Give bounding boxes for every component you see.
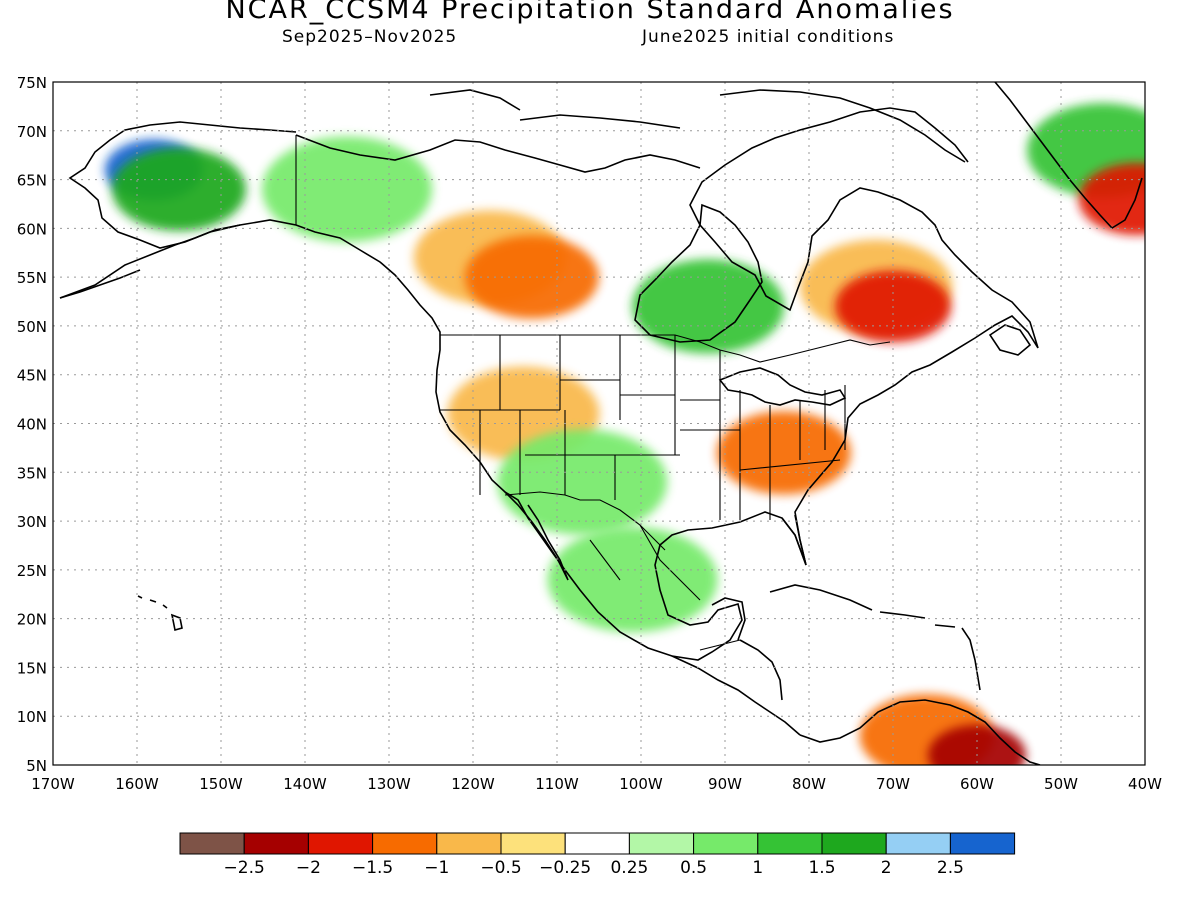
- lat-tick-label: 45N: [17, 367, 47, 385]
- cuba-coastline: [769, 584, 873, 611]
- lat-tick-label: 60N: [17, 220, 47, 238]
- lat-tick-label: 55N: [17, 269, 47, 287]
- lat-tick-label: 75N: [17, 74, 47, 92]
- colorbar-swatch: [243, 832, 309, 855]
- lon-tick-label: 110W: [535, 775, 579, 793]
- colorbar-swatch: [179, 832, 245, 855]
- alaska-coastline: [68, 121, 297, 249]
- colorbar-label: −2.5: [224, 858, 265, 878]
- lon-tick-label: 160W: [115, 775, 159, 793]
- colorbar-label: −0.5: [480, 858, 521, 878]
- lon-tick-label: 170W: [31, 775, 75, 793]
- colorbar-label: 1: [752, 858, 763, 878]
- hudson-bay-coastline: [634, 203, 763, 343]
- anomaly-region-13: [1078, 163, 1145, 236]
- colorbar-label: 0.25: [610, 858, 648, 878]
- longitude-axis-labels: 170W 160W 150W 140W 130W 120W 110W 100W 90W 80W 70…: [31, 775, 1162, 793]
- coastline-layer: [59, 82, 1143, 765]
- initial-conditions: June2025 initial conditions: [642, 27, 895, 47]
- colorbar-label: −2: [296, 858, 321, 878]
- lon-tick-label: 150W: [199, 775, 243, 793]
- colorbar-swatch: [757, 832, 823, 855]
- lat-tick-label: 5N: [26, 757, 47, 775]
- lat-tick-label: 50N: [17, 318, 47, 336]
- lon-tick-label: 80W: [792, 775, 826, 793]
- colorbar-label: −1.5: [352, 858, 393, 878]
- colorbar-swatch: [628, 832, 695, 855]
- lon-tick-label: 130W: [367, 775, 411, 793]
- greenland-coastline: [994, 82, 1143, 230]
- colorbar-label: −0.25: [539, 858, 591, 878]
- colorbar-swatch: [821, 832, 887, 855]
- lon-tick-label: 50W: [1044, 775, 1078, 793]
- colorbar-swatch: [500, 832, 566, 855]
- lat-tick-label: 20N: [17, 611, 47, 629]
- map-title: NCAR_CCSM4 Precipitation Standard Anomal…: [225, 0, 955, 25]
- lon-tick-label: 100W: [619, 775, 663, 793]
- lon-tick-label: 60W: [960, 775, 994, 793]
- anomaly-region-1: [112, 147, 246, 231]
- central-america-coastline: [671, 655, 801, 736]
- hawaii-islands: [170, 613, 183, 632]
- florida-coastline: [781, 514, 807, 566]
- anomaly-region-4: [464, 235, 599, 319]
- colorbar-label: 0.5: [680, 858, 707, 878]
- lat-tick-label: 65N: [17, 172, 47, 190]
- baja-coastline: [504, 491, 569, 581]
- lat-tick-label: 10N: [17, 708, 47, 726]
- map-frame: [52, 81, 1146, 766]
- us-canada-border: [440, 334, 891, 363]
- lon-tick-label: 70W: [876, 775, 910, 793]
- colorbar-swatch: [307, 832, 374, 855]
- yucatan-coastline: [711, 597, 746, 641]
- lon-tick-label: 120W: [451, 775, 495, 793]
- anomaly-region-15: [928, 724, 1026, 765]
- lat-tick-label: 25N: [17, 562, 47, 580]
- colorbar-label: 1.5: [808, 858, 835, 878]
- anomaly-region-11: [547, 526, 718, 633]
- great-lakes: [718, 367, 847, 406]
- south-america-coastline: [799, 699, 1041, 765]
- graticule: [53, 82, 1145, 765]
- colorbar-label: −1: [424, 858, 449, 878]
- anomaly-region-8: [716, 411, 851, 495]
- colorbar-swatch: [372, 832, 438, 855]
- lat-tick-label: 15N: [17, 659, 47, 677]
- lon-tick-label: 140W: [283, 775, 327, 793]
- political-borders-layer: [295, 135, 891, 651]
- lon-tick-label: 40W: [1128, 775, 1162, 793]
- colorbar-label: 2: [881, 858, 892, 878]
- us-mexico-border: [504, 491, 666, 551]
- lat-tick-label: 70N: [17, 123, 47, 141]
- colorbar-swatch: [885, 832, 951, 855]
- colorbar-swatch: [436, 832, 502, 855]
- colorbar-swatch: [949, 832, 1016, 855]
- lat-tick-label: 30N: [17, 513, 47, 531]
- colorbar-label: 2.5: [937, 858, 964, 878]
- anomaly-region-5: [632, 259, 785, 354]
- colorbar-legend: −2.5 −2 −1.5 −1 −0.5 −0.25 0.25 0.5 1 1.5 2 2.5: [179, 832, 1016, 878]
- lat-tick-label: 35N: [17, 464, 47, 482]
- colorbar-swatch: [693, 832, 759, 855]
- anomaly-region-10: [497, 429, 668, 535]
- lat-tick-label: 40N: [17, 416, 47, 434]
- aleutian-islands: [59, 269, 141, 299]
- colorbar-swatch: [564, 832, 630, 855]
- lon-tick-label: 90W: [708, 775, 742, 793]
- forecast-period: Sep2025–Nov2025: [282, 27, 458, 47]
- latitude-axis-labels: 75N 70N 65N 60N 55N 50N 45N 40N 35N 30N 25N 20N 15N 1…: [17, 74, 47, 775]
